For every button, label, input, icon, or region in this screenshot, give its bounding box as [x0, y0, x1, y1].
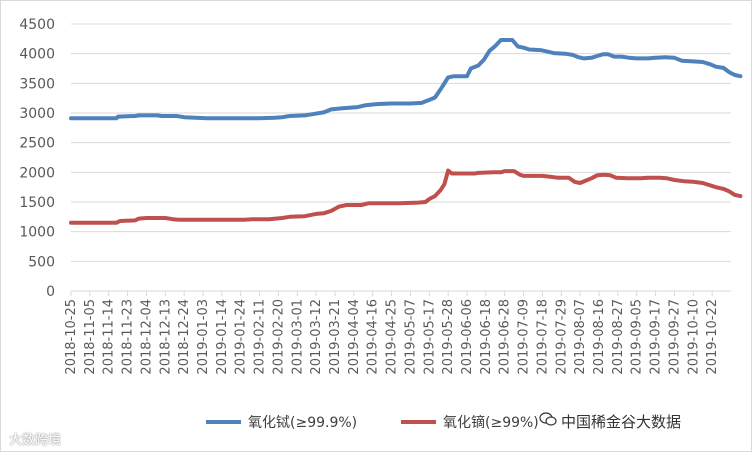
- x-tick-label: 2019-09-05: [630, 299, 645, 375]
- x-tick-label: 2018-12-04: [139, 299, 154, 375]
- y-tick-label: 3500: [19, 76, 55, 92]
- y-tick-label: 2000: [19, 165, 55, 181]
- x-tick-label: 2018-10-25: [64, 299, 79, 375]
- watermark-left: 大数跨境: [9, 433, 62, 448]
- x-tick-label: 2019-10-10: [686, 299, 701, 375]
- y-tick-label: 2500: [19, 136, 55, 152]
- series-line-1: [69, 168, 743, 225]
- x-tick-label: 2019-02-11: [253, 299, 268, 375]
- y-tick-label: 4000: [19, 47, 55, 63]
- x-tick-label: 2019-03-12: [309, 299, 324, 375]
- x-tick-label: 2019-06-18: [479, 299, 494, 375]
- series-line-0: [69, 38, 743, 121]
- wechat-icon: [539, 412, 557, 426]
- x-tick-label: 2019-03-21: [328, 299, 343, 375]
- x-tick-label: 2019-04-25: [385, 299, 400, 375]
- y-tick-label: 1000: [19, 225, 55, 241]
- x-tick-label: 2019-07-29: [554, 299, 569, 375]
- x-tick-label: 2019-08-16: [592, 299, 607, 375]
- x-tick-label: 2019-07-18: [535, 299, 550, 375]
- x-tick-label: 2018-11-05: [83, 299, 98, 375]
- x-tick-label: 2019-05-28: [441, 299, 456, 375]
- gridlines: [71, 23, 731, 292]
- x-tick-label: 2018-11-14: [102, 299, 117, 375]
- x-tick-label: 2019-06-28: [498, 299, 513, 375]
- x-tick-label: 2019-09-27: [667, 299, 682, 375]
- x-tick-label: 2019-02-20: [271, 299, 286, 375]
- x-axis: 2018-10-25 2018-11-05 2018-11-14 2018-11-23…: [64, 291, 720, 375]
- x-tick-label: 2019-01-24: [234, 299, 249, 375]
- y-tick-label: 500: [28, 254, 55, 270]
- x-tick-label: 2019-05-17: [422, 299, 437, 375]
- y-tick-label: 0: [46, 284, 55, 300]
- y-tick-label: 3000: [19, 106, 55, 122]
- x-tick-label: 2019-07-09: [517, 299, 532, 375]
- legend-label-1: 氧化镝(≥99%): [443, 414, 539, 431]
- x-tick-label: 2019-01-14: [215, 299, 230, 375]
- x-tick-label: 2019-01-03: [196, 299, 211, 375]
- series-lines: [69, 38, 743, 225]
- x-tick-label: 2019-04-04: [347, 299, 362, 375]
- x-tick-label: 2019-04-16: [366, 299, 381, 375]
- y-tick-label: 1500: [19, 195, 55, 211]
- y-tick-label: 4500: [19, 17, 55, 33]
- x-tick-label: 2019-03-01: [290, 299, 305, 375]
- x-tick-label: 2019-05-07: [403, 299, 418, 375]
- watermark-right: 中国稀金谷大数据: [561, 413, 682, 431]
- x-tick-label: 2019-10-22: [705, 299, 720, 375]
- x-tick-label: 2018-11-23: [121, 299, 136, 375]
- y-axis: 0 500 1000 1500 2000 2500 3000 3500 4000 4500: [19, 17, 55, 300]
- legend: 氧化铽(≥99.9%) 氧化镝(≥99%): [206, 414, 539, 431]
- legend-label-0: 氧化铽(≥99.9%): [248, 415, 357, 431]
- x-tick-label: 2019-09-17: [649, 299, 664, 375]
- x-tick-label: 2019-06-06: [460, 299, 475, 375]
- x-tick-label: 2019-08-07: [573, 299, 588, 375]
- x-tick-label: 2018-12-24: [177, 299, 192, 375]
- x-tick-label: 2019-08-27: [611, 299, 626, 375]
- x-tick-label: 2018-12-13: [158, 299, 173, 375]
